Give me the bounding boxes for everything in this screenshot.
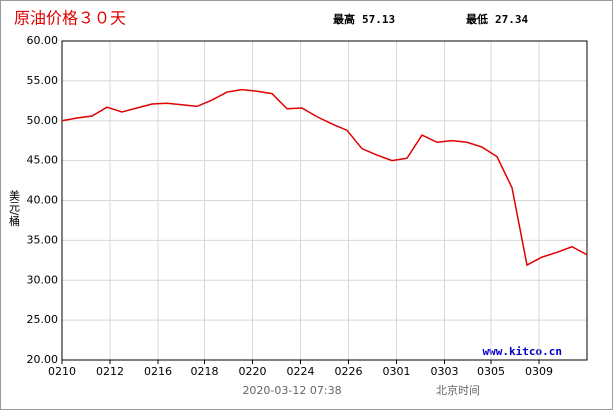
y-tick-label: 40.00 [27, 194, 59, 207]
watermark: www.kitco.cn [483, 345, 562, 358]
x-tick-label: 0218 [191, 365, 219, 378]
high-label: 最高 [333, 12, 355, 26]
x-tick-label: 0212 [96, 365, 124, 378]
x-tick-label: 0226 [335, 365, 363, 378]
timestamp: 2020-03-12 07:38 [242, 384, 341, 397]
line [61, 88, 588, 267]
y-tick-label: 30.00 [27, 273, 59, 286]
chart-title: 原油价格３０天 [14, 9, 126, 28]
x-tick-label: 0224 [287, 365, 315, 378]
x-tick-label: 0303 [431, 365, 459, 378]
y-tick-label: 20.00 [27, 353, 59, 366]
x-tick-label: 0216 [144, 365, 172, 378]
y-tick-label: 45.00 [27, 154, 59, 167]
y-tick-label: 50.00 [27, 114, 59, 127]
x-tick-label: 0210 [48, 365, 76, 378]
x-tick-label: 0309 [525, 365, 553, 378]
x-tick-label: 0305 [477, 365, 505, 378]
plot-border [61, 40, 588, 361]
low-label: 最低 [466, 12, 488, 26]
low-value: 27.34 [495, 13, 528, 26]
y-tick-label: 55.00 [27, 74, 59, 87]
high-value: 57.13 [362, 13, 395, 26]
y-axis-label: 美元/桶 [8, 189, 21, 227]
y-tick-label: 35.00 [27, 233, 59, 246]
x-tick-label: 0220 [239, 365, 267, 378]
x-tick-label: 0301 [383, 365, 411, 378]
timezone: 北京时间 [436, 383, 480, 397]
y-tick-label: 60.00 [27, 34, 59, 47]
y-tick-label: 25.00 [27, 313, 59, 326]
